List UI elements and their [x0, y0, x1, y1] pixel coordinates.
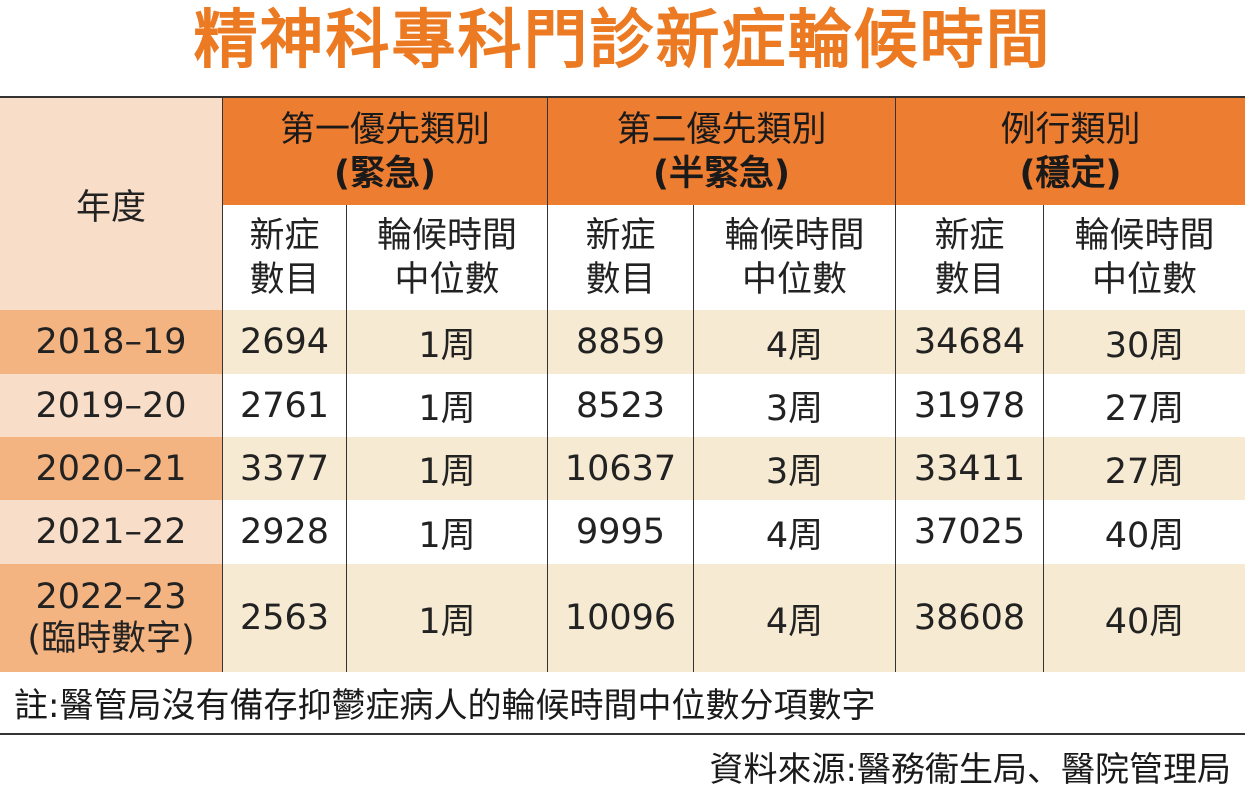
- table-row-year: 2020–21: [0, 437, 222, 500]
- cell-semi-new: 10637: [547, 437, 693, 500]
- subheader-line2: 數目: [585, 259, 656, 300]
- subheader-line2: 中位數: [1091, 259, 1197, 300]
- year-qualifier: (臨時數字): [27, 619, 195, 659]
- cell-routine-new: 37025: [895, 500, 1043, 564]
- cell-urgent-wait: 1周: [346, 437, 547, 500]
- header-year-label: 年度: [75, 187, 146, 228]
- cell-urgent-wait: 1周: [346, 500, 547, 564]
- header-group-line2: (半緊急): [653, 153, 790, 194]
- header-group-line1: 第二優先類別: [616, 109, 827, 150]
- cell-urgent-wait: 1周: [346, 564, 547, 672]
- subheader-line1: 新症: [249, 215, 320, 256]
- cell-routine-wait: 27周: [1043, 374, 1245, 437]
- subheader-line1: 輪候時間: [724, 215, 865, 256]
- cell-urgent-new: 2928: [222, 500, 346, 564]
- subheader-line1: 新症: [585, 215, 656, 256]
- cell-routine-wait: 27周: [1043, 437, 1245, 500]
- subheader-line1: 輪候時間: [1074, 215, 1215, 256]
- divider: [0, 733, 1245, 735]
- table-row-year: 2018–19: [0, 310, 222, 374]
- subheader-median-wait: 輪候時間 中位數: [693, 205, 895, 310]
- subheader-new-cases: 新症 數目: [222, 205, 346, 310]
- cell-semi-new: 9995: [547, 500, 693, 564]
- subheader-line2: 中位數: [394, 259, 500, 300]
- cell-urgent-new: 2694: [222, 310, 346, 374]
- cell-semi-wait: 3周: [693, 437, 895, 500]
- subheader-line2: 中位數: [741, 259, 847, 300]
- subheader-median-wait: 輪候時間 中位數: [1043, 205, 1245, 310]
- subheader-line1: 輪候時間: [376, 215, 517, 256]
- footnote: 註:醫管局沒有備存抑鬱症病人的輪候時間中位數分項數字: [14, 686, 876, 726]
- cell-routine-new: 31978: [895, 374, 1043, 437]
- waiting-time-table: 年度 第一優先類別 (緊急) 第二優先類別 (半緊急) 例行類別 (穩定) 新症…: [0, 96, 1245, 672]
- cell-urgent-new: 2761: [222, 374, 346, 437]
- page-title: 精神科專科門診新症輪候時間: [193, 4, 1052, 78]
- cell-urgent-new: 3377: [222, 437, 346, 500]
- table-row-year: 2022–23 (臨時數字): [0, 564, 222, 672]
- cell-urgent-wait: 1周: [346, 310, 547, 374]
- cell-routine-wait: 40周: [1043, 500, 1245, 564]
- subheader-line2: 數目: [934, 259, 1005, 300]
- table-row-year: 2021–22: [0, 500, 222, 564]
- cell-semi-wait: 3周: [693, 374, 895, 437]
- cell-semi-wait: 4周: [693, 564, 895, 672]
- cell-routine-wait: 40周: [1043, 564, 1245, 672]
- header-group-line1: 例行類別: [1000, 109, 1141, 150]
- cell-urgent-wait: 1周: [346, 374, 547, 437]
- subheader-line1: 新症: [934, 215, 1005, 256]
- cell-semi-new: 8523: [547, 374, 693, 437]
- cell-semi-wait: 4周: [693, 310, 895, 374]
- cell-routine-new: 38608: [895, 564, 1043, 672]
- header-group-line2: (穩定): [1019, 153, 1122, 194]
- table-row-year: 2019–20: [0, 374, 222, 437]
- cell-routine-wait: 30周: [1043, 310, 1245, 374]
- year-label: 2022–23: [35, 577, 187, 617]
- header-group-line2: (緊急): [334, 153, 436, 194]
- subheader-median-wait: 輪候時間 中位數: [346, 205, 547, 310]
- cell-semi-new: 8859: [547, 310, 693, 374]
- cell-semi-wait: 4周: [693, 500, 895, 564]
- subheader-line2: 數目: [249, 259, 320, 300]
- header-group-line1: 第一優先類別: [279, 109, 490, 150]
- subheader-new-cases: 新症 數目: [895, 205, 1043, 310]
- cell-urgent-new: 2563: [222, 564, 346, 672]
- header-group-semi-urgent: 第二優先類別 (半緊急): [547, 98, 895, 205]
- subheader-new-cases: 新症 數目: [547, 205, 693, 310]
- header-group-routine: 例行類別 (穩定): [895, 98, 1245, 205]
- source-credit: 資料來源:醫務衞生局、醫院管理局: [709, 750, 1231, 790]
- header-year: 年度: [0, 98, 222, 310]
- header-group-urgent: 第一優先類別 (緊急): [222, 98, 547, 205]
- cell-semi-new: 10096: [547, 564, 693, 672]
- cell-routine-new: 33411: [895, 437, 1043, 500]
- cell-routine-new: 34684: [895, 310, 1043, 374]
